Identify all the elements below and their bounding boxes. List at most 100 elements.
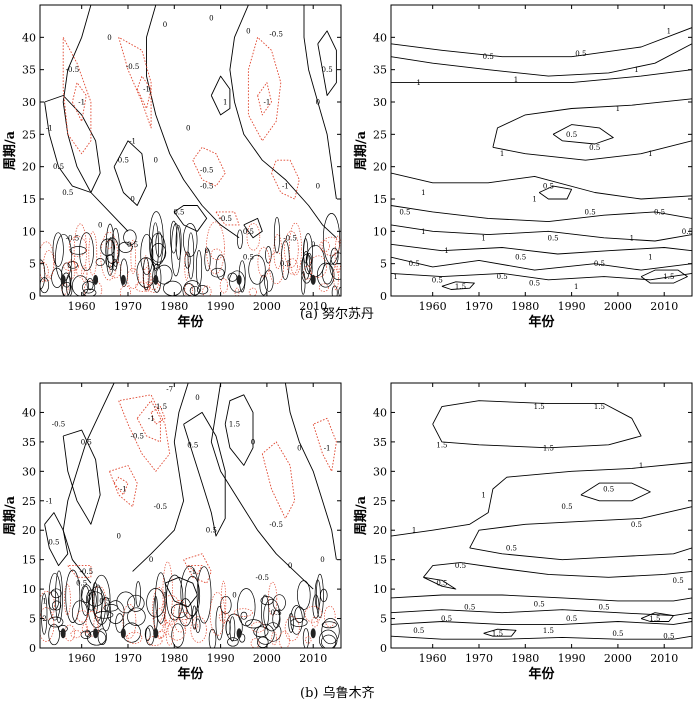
small-scale-contour <box>86 589 97 611</box>
contour-label: 1 <box>532 196 536 204</box>
small-scale-contour <box>324 605 336 628</box>
contour-label: 1 <box>648 150 652 158</box>
y-tick-label: 35 <box>373 64 387 77</box>
y-tick-label: 25 <box>22 495 36 508</box>
contour-label: 0 <box>130 196 134 204</box>
contour-line <box>492 98 692 148</box>
contour-label: 0.5 <box>561 503 572 511</box>
y-tick-label: 15 <box>373 193 387 206</box>
contour-line <box>183 411 226 537</box>
contour-label: 0.5 <box>506 544 517 552</box>
x-tick-label: 1970 <box>465 652 493 665</box>
contour-core <box>236 628 242 639</box>
contour-label: 1 <box>412 527 416 535</box>
contour-label: -0.5 <box>126 63 140 71</box>
x-tick-label: 1990 <box>558 652 586 665</box>
small-scale-contour <box>305 244 325 278</box>
small-scale-contour <box>280 240 290 280</box>
small-scale-contour <box>184 575 201 617</box>
contour-label: 0 <box>163 21 167 29</box>
contour-label: -1 <box>263 99 270 107</box>
contour-label: 0.5 <box>543 183 554 191</box>
contour-line <box>391 69 692 84</box>
small-scale-contour <box>322 213 341 265</box>
contour-core <box>93 274 99 285</box>
contour-label: -0.5 <box>130 433 144 441</box>
small-scale-contour <box>260 596 274 606</box>
x-tick-label: 2000 <box>253 652 281 665</box>
contour-label: -0.5 <box>52 421 66 429</box>
contour-label: -0.5 <box>200 166 214 174</box>
y-tick-label: 35 <box>373 436 387 449</box>
contour-label: -0.5 <box>218 215 232 223</box>
small-scale-contour <box>40 607 55 642</box>
contour-line <box>229 5 337 239</box>
contour-line <box>173 205 208 232</box>
contour-label: 0.5 <box>413 627 424 635</box>
contour-label: -1 <box>189 568 196 576</box>
small-scale-contour <box>166 574 184 621</box>
contour-line <box>538 185 573 200</box>
small-scale-contour <box>171 223 181 277</box>
small-scale-contour <box>120 258 128 287</box>
contour-line <box>257 82 272 116</box>
small-scale-contour <box>196 285 209 295</box>
y-tick-label: 25 <box>373 128 387 141</box>
contour-label: 0.5 <box>682 228 693 236</box>
small-scale-contour <box>246 223 261 251</box>
small-scale-contour <box>165 624 174 646</box>
contour-label: 1 <box>421 228 425 236</box>
small-scale-contour <box>251 621 265 633</box>
contour-label: 0.5 <box>603 486 614 494</box>
contour-label: 0.5 <box>322 66 333 74</box>
y-tick-label: 30 <box>373 96 387 109</box>
contour-line <box>71 82 87 122</box>
x-tick-label: 2010 <box>650 300 678 313</box>
contour-label: 0.5 <box>399 208 410 216</box>
small-scale-contour <box>55 570 63 624</box>
contour-core <box>60 628 66 639</box>
contour-label: 0.5 <box>62 189 73 197</box>
small-scale-contour <box>321 618 340 645</box>
contour-label: 1 <box>500 150 504 158</box>
contour-label: 0.5 <box>515 254 526 262</box>
contour-line <box>391 172 692 200</box>
contour-label: 1 <box>42 597 46 605</box>
contour-label: 1 <box>667 27 671 35</box>
contour-label: -1 <box>129 137 136 145</box>
contour-label: 0.5 <box>663 633 674 641</box>
small-scale-contour <box>40 259 46 290</box>
contour-label: 0.5 <box>631 521 642 529</box>
contour-label: 1 <box>417 79 421 87</box>
contour-line <box>224 394 254 466</box>
y-tick-label: 0 <box>380 290 387 303</box>
contour-line <box>243 217 263 239</box>
small-scale-contour <box>189 285 200 296</box>
contour-label: 0 <box>186 124 190 132</box>
contour-line <box>391 43 692 77</box>
contour-label: 0.5 <box>409 260 420 268</box>
contour-label: 0.5 <box>497 273 508 281</box>
y-tick-label: 30 <box>22 96 36 109</box>
small-scale-contour <box>95 258 105 267</box>
y-tick-label: 5 <box>380 258 387 271</box>
contour-label: 0.5 <box>548 234 559 242</box>
small-scale-contour <box>288 222 302 276</box>
small-scale-contour <box>155 264 173 285</box>
contour-label: 0.5 <box>187 441 198 449</box>
x-tick-label: 2010 <box>299 652 327 665</box>
small-scale-contour <box>70 630 82 639</box>
contour-label: 0.5 <box>48 539 59 547</box>
contour-core <box>120 274 126 285</box>
panel-b-left: -7 0 -1.5 -1 1.5 -0.5 0.5 -0.5 0.5 0 0 -1 -1 -1 -0.5 0.… <box>3 382 342 682</box>
contour-label: 0.5 <box>243 254 254 262</box>
contour-label: -1 <box>120 486 127 494</box>
small-scale-contour <box>48 616 64 628</box>
small-scale-contour <box>215 254 226 280</box>
contour-label: 0.5 <box>173 208 184 216</box>
x-tick-label: 2000 <box>604 652 632 665</box>
contour-line <box>136 75 152 109</box>
small-scale-contour <box>215 606 224 641</box>
small-scale-contour <box>157 630 166 638</box>
contour-label: 0 <box>320 556 324 564</box>
